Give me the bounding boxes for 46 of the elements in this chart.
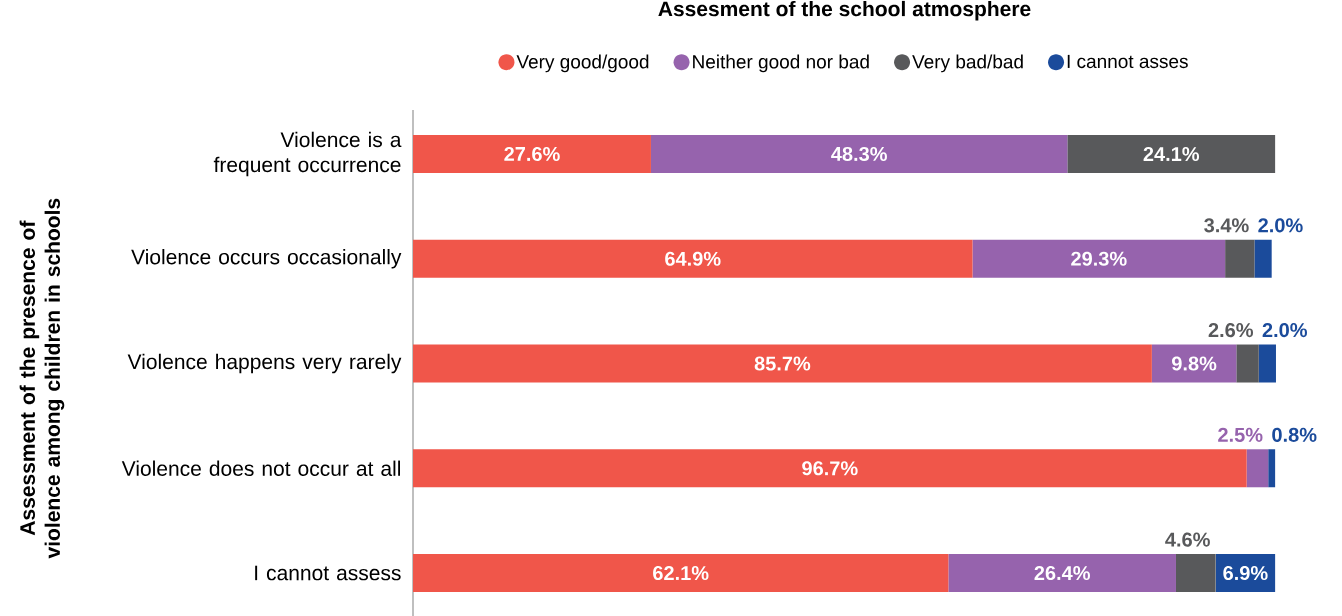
bar [1236, 344, 1259, 383]
bar [1225, 239, 1255, 278]
data-label: 0.8% [1272, 427, 1317, 442]
bar [1254, 239, 1272, 278]
y-tick-label: I cannot assess [255, 565, 401, 581]
data-label: 2.6% [1208, 323, 1254, 338]
data-label: 2.5% [1218, 427, 1263, 442]
bar [1246, 449, 1269, 488]
chart-title: Assesment of the school atmosphere [658, 0, 1031, 21]
data-label: 85.7% [754, 356, 811, 371]
bar [1151, 344, 1237, 383]
data-label: 64.9% [665, 251, 721, 266]
data-label: 3.4% [1204, 218, 1249, 233]
data-label: 48.3% [831, 146, 887, 162]
data-label: 2.0% [1262, 323, 1308, 338]
y-tick-label: Violence does not occur at all [121, 460, 401, 476]
bar [413, 449, 1247, 488]
legend-label: Neither good nor bad [693, 54, 869, 73]
data-label: 24.1% [1143, 146, 1200, 162]
data-label: 29.3% [1071, 251, 1127, 266]
data-label: 27.6% [504, 146, 560, 162]
data-label: 26.4% [1034, 565, 1091, 581]
data-label: 4.6% [1165, 532, 1210, 547]
bar [948, 554, 1176, 593]
bar [1175, 554, 1216, 593]
y-axis-title: Assessment of the presence of violence among children in schools [19, 198, 65, 559]
legend-label: I cannot asses [1067, 54, 1188, 69]
legend-label: Very good/good [516, 54, 649, 73]
bar [972, 239, 1226, 278]
data-label: 6.9% [1223, 565, 1268, 581]
bar [650, 135, 1068, 173]
legend-label: Very bad/bad [912, 54, 1023, 73]
bar [413, 135, 651, 173]
y-tick-label: Violence happens very rarely [127, 353, 402, 374]
data-label: 62.1% [653, 565, 709, 581]
bar [1067, 135, 1276, 173]
bar [1268, 449, 1276, 488]
y-tick-label: Violence is a frequent occurrence [213, 131, 402, 177]
data-label: 9.8% [1171, 356, 1217, 371]
bar [1258, 344, 1276, 383]
bar [413, 554, 949, 593]
data-label: 96.7% [802, 461, 858, 476]
data-label: 2.0% [1258, 218, 1303, 233]
bar [413, 239, 973, 278]
y-tick-label: Violence occurs occasionally [131, 248, 402, 269]
bar [413, 344, 1152, 383]
